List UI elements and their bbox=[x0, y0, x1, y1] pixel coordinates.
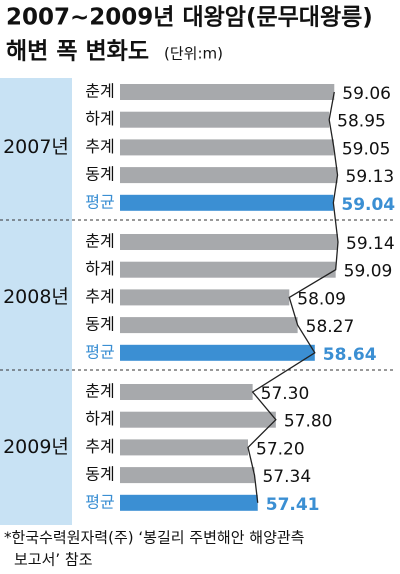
value-label: 57.30 bbox=[261, 384, 310, 404]
bar bbox=[120, 467, 255, 484]
trend-line bbox=[247, 91, 339, 503]
value-label: 59.13 bbox=[346, 167, 395, 187]
category-label: 하계 bbox=[85, 259, 114, 278]
year-label: 2007년 bbox=[3, 136, 69, 158]
unit-label: (단위:m) bbox=[164, 45, 223, 63]
value-label: 59.14 bbox=[346, 234, 395, 254]
value-label: 59.05 bbox=[342, 139, 391, 159]
bar bbox=[120, 111, 330, 128]
bar bbox=[120, 439, 248, 456]
category-label: 춘계 bbox=[85, 232, 114, 251]
category-label: 추계 bbox=[85, 437, 114, 456]
category-label: 춘계 bbox=[85, 382, 114, 401]
chart-title: 2007~2009년 대왕암(문무대왕릉) bbox=[6, 5, 373, 31]
bar bbox=[120, 194, 334, 211]
value-label: 58.27 bbox=[306, 317, 355, 337]
bar bbox=[120, 139, 334, 156]
category-label: 동계 bbox=[85, 165, 114, 184]
category-label: 평균 bbox=[85, 342, 114, 361]
value-label: 57.34 bbox=[262, 467, 311, 487]
bar bbox=[120, 411, 276, 428]
bar bbox=[120, 234, 338, 250]
value-label: 57.80 bbox=[284, 412, 333, 432]
value-label: 59.09 bbox=[344, 262, 393, 282]
category-label: 추계 bbox=[85, 287, 114, 306]
bar bbox=[120, 344, 315, 361]
value-label: 57.41 bbox=[266, 495, 320, 515]
value-label: 58.09 bbox=[297, 289, 346, 309]
category-label: 하계 bbox=[85, 109, 114, 128]
bar bbox=[120, 494, 258, 511]
category-label: 동계 bbox=[85, 465, 114, 484]
bar bbox=[120, 384, 253, 400]
note: *한국수력원자력(주) ‘봉길리 주변해안 해양관측 bbox=[4, 529, 304, 547]
category-label: 평균 bbox=[85, 192, 114, 211]
value-label: 58.64 bbox=[323, 345, 377, 365]
category-label: 추계 bbox=[85, 137, 114, 156]
year-label: 2008년 bbox=[3, 286, 69, 308]
bar bbox=[120, 289, 290, 306]
value-label: 59.06 bbox=[342, 84, 391, 104]
category-label: 동계 bbox=[85, 315, 114, 334]
bar bbox=[120, 84, 335, 100]
year-label: 2009년 bbox=[3, 436, 69, 458]
chart-subtitle: 해변 폭 변화도 bbox=[6, 39, 149, 65]
value-label: 57.20 bbox=[256, 439, 305, 459]
bar bbox=[120, 167, 338, 184]
year-panel bbox=[0, 78, 72, 525]
value-label: 59.04 bbox=[341, 195, 395, 215]
bar bbox=[120, 317, 298, 334]
note: 보고서’ 참조 bbox=[14, 551, 93, 569]
category-label: 하계 bbox=[85, 409, 114, 428]
value-label: 58.95 bbox=[337, 112, 386, 132]
category-label: 평균 bbox=[85, 492, 114, 511]
bar bbox=[120, 261, 336, 278]
category-label: 춘계 bbox=[85, 82, 114, 101]
